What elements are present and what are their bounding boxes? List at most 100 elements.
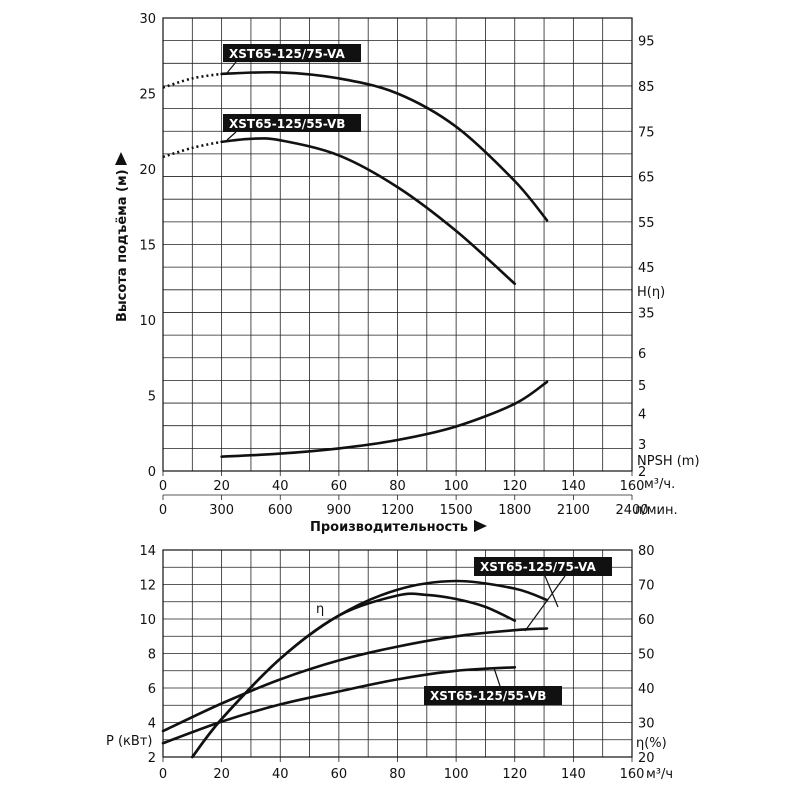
top-x-tick-label: 140 [561,479,586,494]
bottom-tag-va-leader-1 [544,575,559,608]
right-label-top: H(η) [637,285,665,300]
top-x-tick-label: 80 [389,479,406,494]
top-y-axis-title: Высота подъёма (м) [115,169,130,322]
top-x2-tick-label: 900 [326,503,351,518]
top-series [162,70,549,458]
bottom-tag-va: XST65-125/75-VA [474,557,612,632]
top-series-curve-0 [220,70,549,222]
top-series-extrapolated-0 [162,72,222,89]
top-grid [162,17,633,472]
bottom-y-tick-label: 2 [148,751,156,766]
x-arrow-icon [474,520,487,532]
top-x2-tick-label: 600 [268,503,293,518]
top-x-axis-label: Производительность [310,520,487,535]
top-right-tick-label: 45 [638,261,655,276]
top-x-tick-label: 120 [502,479,527,494]
bottom-x-ticks: 0 20 40 60 80 100 120 140 160 [159,757,645,782]
bottom-tag-va-bg [474,557,612,576]
top-x2-tick-label: 1200 [381,503,414,518]
top-x2-tick-label: 0 [159,503,167,518]
top-y-tick-label: 0 [148,465,156,480]
top-series-curve-1 [220,137,517,286]
right-label-bottom: NPSH (m) [637,454,700,469]
bottom-x-tick-label: 80 [389,767,406,782]
bottom-series-curve-3 [191,592,517,759]
eta-label: η [316,602,324,617]
top-x-tick-label: 20 [213,479,230,494]
bottom-tag-va-label: XST65-125/75-VA [480,560,596,574]
bottom-x-tick-label: 60 [331,767,348,782]
top-x2-ticks: 0 300 600 900 1200 1500 1800 2100 2400 [159,494,649,518]
top-right-tick-label: 65 [638,171,655,186]
bottom-y-tick-label: 10 [139,613,156,628]
top-x2-tick-label: 2400 [615,503,648,518]
bottom-x-unit: м³/ч [646,767,673,782]
top-y-axis-label: Высота подъёма (м) [115,169,130,322]
top-series-extrapolated-1 [162,140,222,159]
bottom-series-curve-1 [161,666,517,745]
bottom-y-tick-label: 14 [139,544,156,559]
top-x-ticks: 0 20 40 60 80 100 120 140 160 [159,471,645,494]
top-right-tick-label: 55 [638,216,655,231]
top-tag-vb: XST65-125/55-VB [223,114,361,141]
top-series-curve-2 [220,380,549,458]
bottom-tag-vb-label: XST65-125/55-VB [430,689,546,703]
bottom-y-tick-label: 4 [148,717,156,732]
bottom-y-ticks: 2 4 6 8 10 12 14 [139,544,156,766]
top-y-tick-label: 25 [139,88,156,103]
bottom-x-tick-label: 120 [502,767,527,782]
top-x-tick-label: 60 [331,479,348,494]
bottom-series-curve-0 [161,627,549,733]
bottom-y2-tick-label: 70 [638,579,655,594]
top-y-tick-label: 30 [139,12,156,27]
top-x2-unit: л/мин. [634,503,678,518]
top-x-unit: м³/ч. [644,477,675,492]
bottom-x-tick-label: 160 [620,767,645,782]
y-arrow-icon [115,152,127,165]
bottom-y2-tick-label: 50 [638,648,655,663]
top-y-tick-label: 5 [148,390,156,405]
bottom-x-tick-label: 0 [159,767,167,782]
top-x-tick-label: 0 [159,479,167,494]
top-right-tick-label: 95 [638,35,655,50]
bottom-y2-tick-label: 60 [638,613,655,628]
top-x-tick-label: 100 [444,479,469,494]
bottom-y2-tick-label: 80 [638,544,655,559]
top-tag-vb-bg [223,114,361,132]
bottom-y-tick-label: 6 [148,682,156,697]
top-right-tick-label: 5 [638,379,646,394]
top-x-tick-label: 160 [620,479,645,494]
top-right-tick-label: 85 [638,80,655,95]
bottom-tag-vb: XST65-125/55-VB [424,667,562,705]
top-right-tick-label: 35 [638,306,655,321]
bottom-series [161,579,549,759]
bottom-y-label: P (кВт) [106,734,152,749]
bottom-x-tick-label: 20 [213,767,230,782]
bottom-y-tick-label: 12 [139,579,156,594]
bottom-x-tick-label: 100 [444,767,469,782]
top-x2-tick-label: 2100 [557,503,590,518]
bottom-y2-label: η(%) [636,736,667,751]
top-tag-va-label: XST65-125/75-VA [229,47,345,61]
top-y-ticks: 0 5 10 15 20 25 30 [139,12,156,480]
power-efficiency-chart: 0 20 40 60 80 100 120 140 160 2 4 6 8 10 12 14 20 30 40 5… [106,544,673,782]
top-tag-va: XST65-125/75-VA [223,44,361,74]
top-x-axis-title: Производительность [310,520,468,535]
top-y-tick-label: 20 [139,163,156,178]
top-tag-va-bg [223,44,361,62]
top-tag-va-leader [226,61,237,74]
top-right-tick-label: 2 [638,465,646,480]
bottom-tag-vb-bg [424,686,562,705]
top-y-tick-label: 10 [139,314,156,329]
top-y-tick-label: 15 [139,239,156,254]
bottom-y2-tick-label: 40 [638,682,655,697]
top-x2-tick-label: 300 [209,503,234,518]
top-right-tick-label: 6 [638,347,646,362]
top-tag-vb-label: XST65-125/55-VB [229,117,345,131]
bottom-tag-vb-leader [493,667,501,687]
top-x2-tick-label: 1800 [498,503,531,518]
bottom-x-tick-label: 140 [561,767,586,782]
bottom-y2-tick-label: 30 [638,717,655,732]
